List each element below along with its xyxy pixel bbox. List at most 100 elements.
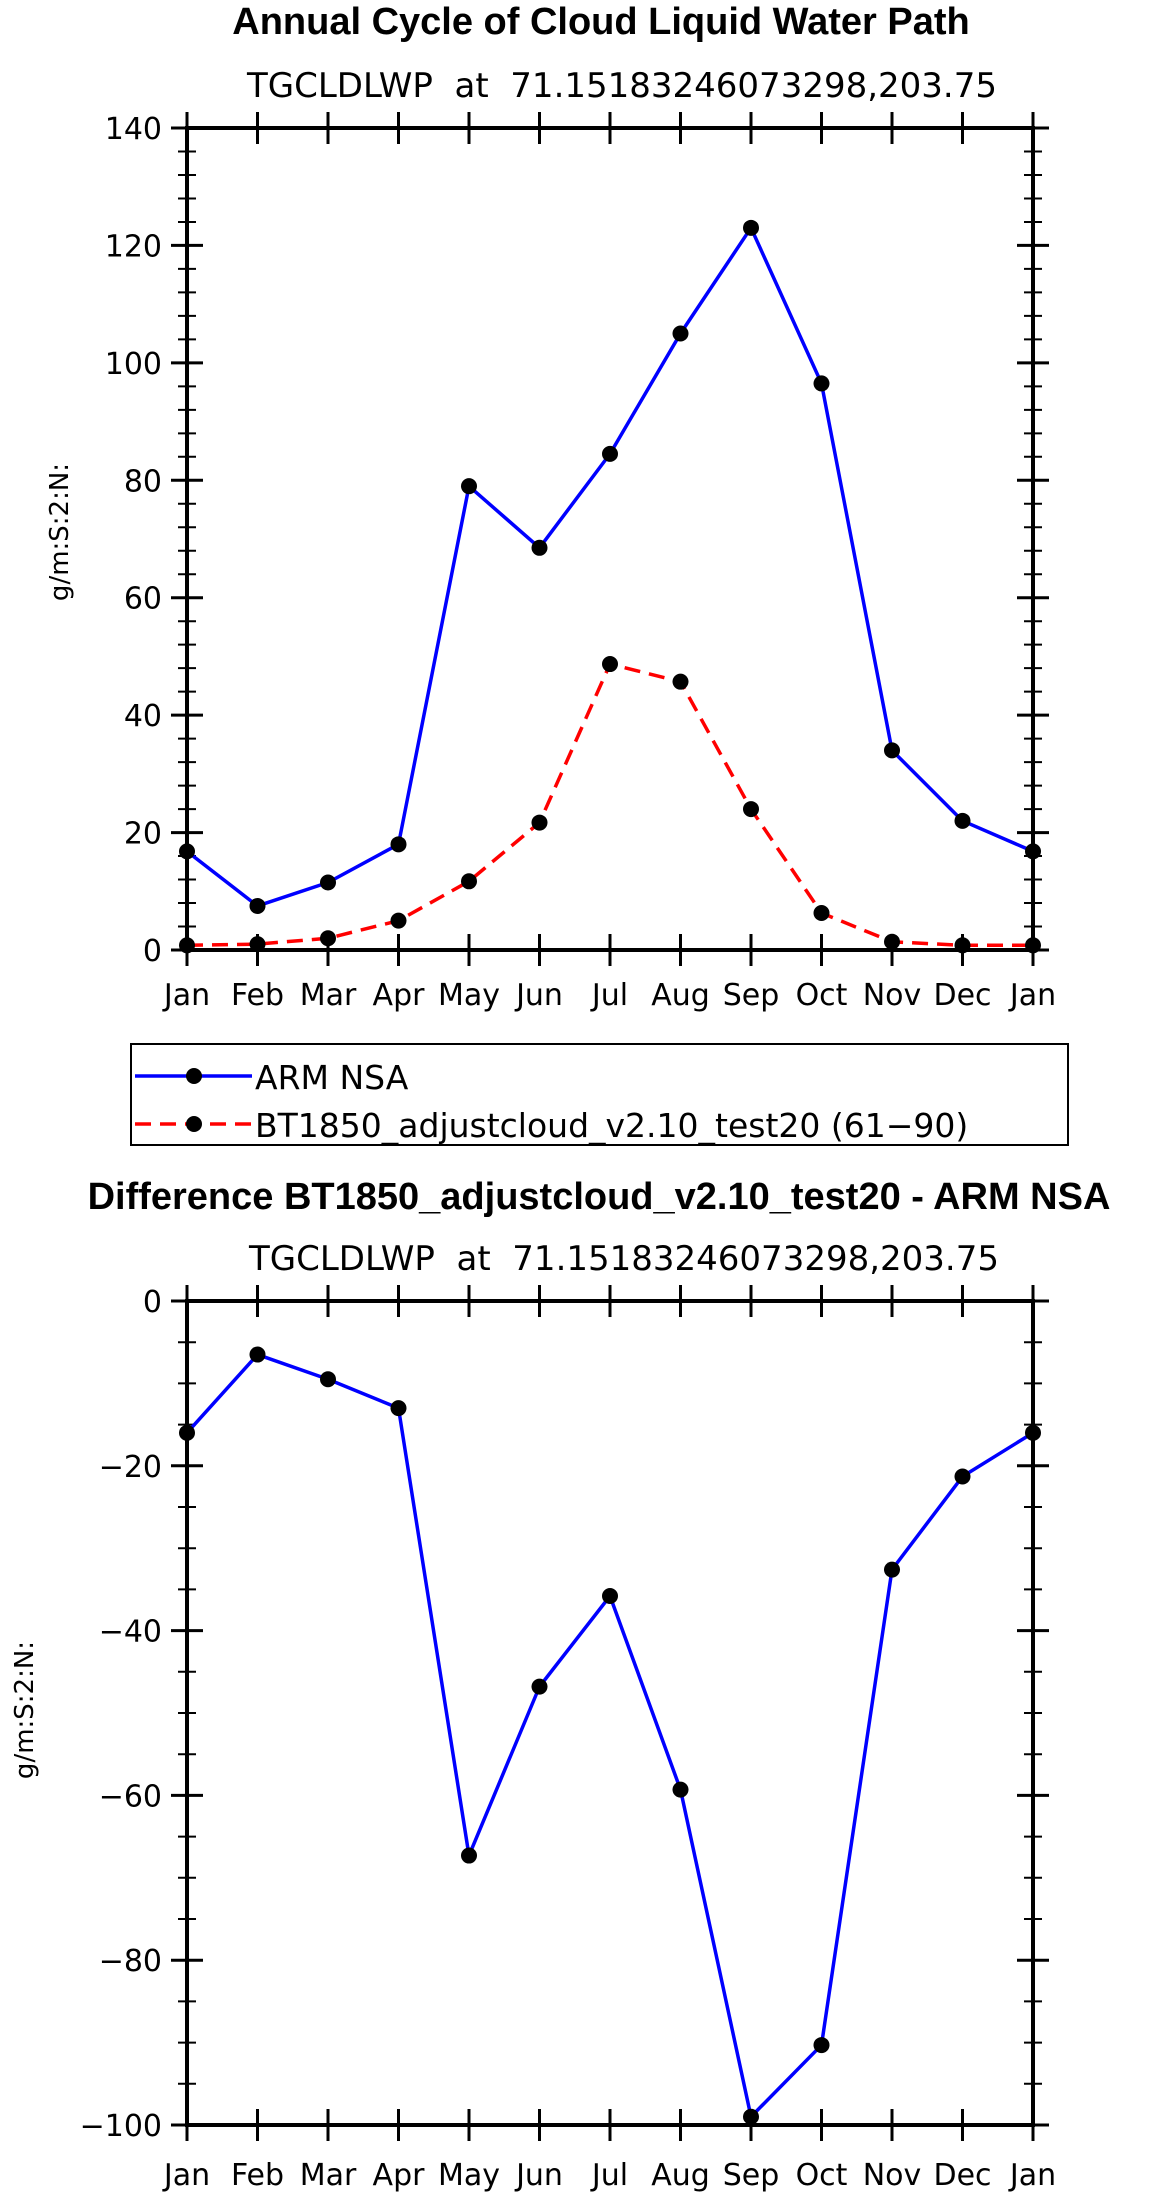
- legend-entry-model: BT1850_adjustcloud_v2.10_test20 (61−90): [135, 1106, 968, 1145]
- x-tick-label: May: [438, 978, 500, 1013]
- data-point-arm-nsa: [813, 375, 830, 392]
- x-tick-label: Jan: [1008, 978, 1056, 1013]
- x-tick-label: Jun: [514, 2158, 563, 2193]
- data-point-model: [884, 933, 900, 950]
- data-point-difference: [390, 1400, 407, 1417]
- chart-2-plot-frame: [185, 1299, 1035, 2127]
- chart-annual-cycle: Annual Cycle of Cloud Liquid Water Path …: [45, 1, 1056, 1013]
- data-point-model: [813, 905, 830, 922]
- y-tick-label: 0: [143, 934, 162, 969]
- chart-1-ticks: [171, 112, 1049, 966]
- x-tick-label: Mar: [300, 978, 357, 1013]
- x-tick-label: Feb: [231, 978, 284, 1013]
- x-tick-label: Sep: [723, 978, 780, 1013]
- chart-difference: Difference BT1850_adjustcloud_v2.10_test…: [10, 1176, 1110, 2193]
- x-tick-label: Oct: [796, 2158, 848, 2193]
- chart-1-y-tick-labels: 0 20 40 60 80 100 120 140: [105, 112, 162, 969]
- x-tick-label: Jan: [162, 978, 210, 1013]
- data-point-arm-nsa: [390, 836, 407, 853]
- x-tick-label: Nov: [863, 2158, 922, 2193]
- y-tick-label: 60: [124, 582, 162, 617]
- data-point-model: [461, 873, 477, 890]
- chart-2-title: Difference BT1850_adjustcloud_v2.10_test…: [88, 1176, 1111, 1218]
- y-tick-label: −100: [80, 2109, 162, 2144]
- x-tick-label: Aug: [651, 2158, 710, 2193]
- chart-2-y-axis-label: g/m:S:2:N:: [10, 1641, 40, 1779]
- legend-label-arm-nsa: ARM NSA: [255, 1058, 409, 1097]
- chart-2-subtitle: TGCLDLWP at 71.15183246073298,203.75: [248, 1239, 999, 1279]
- data-point-model: [602, 656, 618, 673]
- chart-2-y-tick-labels: −100 −80 −60 −40 −20 0: [80, 1285, 162, 2144]
- series-line-model: [186, 662, 1033, 948]
- x-tick-label: Apr: [373, 2158, 426, 2193]
- legend: ARM NSA BT1850_adjustcloud_v2.10_test20 …: [130, 1043, 1069, 1146]
- data-point-arm-nsa: [743, 219, 759, 236]
- data-point-difference: [884, 1561, 900, 1578]
- legend-marker-arm-nsa: [186, 1068, 202, 1084]
- data-point-arm-nsa: [672, 325, 689, 342]
- data-point-difference: [461, 1847, 477, 1864]
- y-tick-label: 40: [124, 699, 162, 734]
- chart-1-y-axis-label: g/m:S:2:N:: [45, 463, 75, 601]
- data-point-difference: [320, 1371, 336, 1388]
- x-tick-label: Mar: [300, 2158, 357, 2193]
- x-tick-label: Jul: [590, 2158, 628, 2193]
- x-tick-label: Dec: [933, 2158, 991, 2193]
- y-tick-label: 140: [105, 112, 162, 147]
- x-tick-label: Jun: [514, 978, 563, 1013]
- x-tick-label: Feb: [231, 2158, 284, 2193]
- data-point-model: [531, 814, 548, 831]
- data-point-model: [743, 801, 759, 818]
- chart-2-x-tick-labels: Jan Feb Mar Apr May Jun Jul Aug Sep Oct Nov Dec Jan: [162, 2158, 1056, 2193]
- legend-marker-model: [186, 1116, 202, 1132]
- data-point-difference: [602, 1587, 618, 1604]
- chart-1-title: Annual Cycle of Cloud Liquid Water Path: [232, 1, 970, 43]
- x-tick-label: Aug: [651, 978, 710, 1013]
- x-tick-label: Jan: [162, 2158, 210, 2193]
- data-point-difference: [249, 1346, 266, 1363]
- legend-box: [130, 1043, 1069, 1146]
- x-tick-label: Apr: [373, 978, 426, 1013]
- data-point-difference: [954, 1468, 971, 1485]
- x-tick-label: Jan: [1008, 2158, 1056, 2193]
- chart-2-ticks: [171, 1285, 1049, 2141]
- data-point-model: [672, 673, 689, 690]
- y-tick-label: −80: [99, 1944, 162, 1979]
- chart-1-x-tick-labels: Jan Feb Mar Apr May Jun Jul Aug Sep Oct Nov Dec Jan: [162, 978, 1056, 1013]
- legend-label-model: BT1850_adjustcloud_v2.10_test20 (61−90): [255, 1106, 968, 1145]
- y-tick-label: −40: [99, 1615, 162, 1650]
- data-point-arm-nsa: [320, 874, 336, 891]
- data-point-model: [320, 930, 336, 947]
- x-tick-label: Nov: [863, 978, 922, 1013]
- data-point-difference: [531, 1678, 548, 1695]
- y-tick-label: 20: [124, 817, 162, 852]
- data-point-arm-nsa: [461, 478, 477, 495]
- y-tick-label: 0: [143, 1285, 162, 1320]
- x-tick-label: Oct: [796, 978, 848, 1013]
- data-point-arm-nsa: [884, 742, 900, 759]
- data-point-model: [390, 912, 407, 929]
- data-point-arm-nsa: [602, 445, 618, 462]
- legend-entry-arm-nsa: ARM NSA: [135, 1058, 409, 1097]
- chart-1-subtitle: TGCLDLWP at 71.15183246073298,203.75: [246, 66, 997, 106]
- data-point-arm-nsa: [954, 812, 971, 829]
- x-tick-label: Jul: [590, 978, 628, 1013]
- chart-1-series: [179, 219, 1041, 954]
- series-line-difference: [185, 1352, 1034, 2119]
- y-tick-label: 80: [124, 464, 162, 499]
- data-point-difference: [672, 1781, 689, 1798]
- data-point-difference: [743, 2108, 759, 2125]
- series-line-arm-nsa: [185, 226, 1034, 908]
- chart-1-plot-frame: [185, 126, 1035, 952]
- data-point-arm-nsa: [531, 539, 548, 556]
- x-tick-label: May: [438, 2158, 500, 2193]
- x-tick-label: Dec: [933, 978, 991, 1013]
- data-point-difference: [813, 2037, 830, 2054]
- chart-2-series: [179, 1346, 1041, 2125]
- y-tick-label: 100: [105, 347, 162, 382]
- y-tick-label: 120: [105, 229, 162, 264]
- y-tick-label: −60: [99, 1779, 162, 1814]
- x-tick-label: Sep: [723, 2158, 780, 2193]
- data-point-arm-nsa: [249, 897, 266, 914]
